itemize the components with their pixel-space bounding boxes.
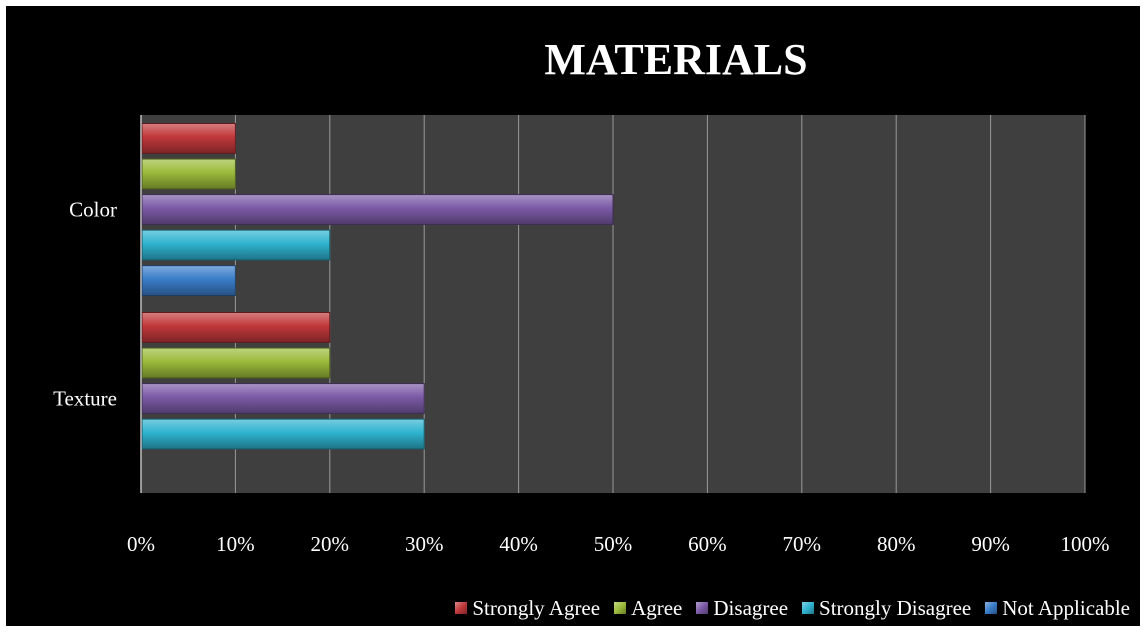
- x-tick-label: 100%: [1061, 532, 1110, 556]
- legend-swatch: [696, 602, 709, 614]
- legend-item: Strongly Agree: [455, 596, 600, 621]
- legend-item: Strongly Disagree: [802, 596, 971, 621]
- bar-strongly-disagree: [141, 229, 331, 261]
- legend-label: Agree: [631, 595, 683, 620]
- category-label: Texture: [53, 387, 117, 411]
- legend-swatch: [985, 602, 998, 614]
- x-tick-label: 90%: [971, 532, 1010, 556]
- x-tick-label: 50%: [594, 532, 633, 556]
- legend-label: Not Applicable: [1002, 595, 1130, 620]
- legend-swatch: [614, 602, 627, 614]
- x-tick-label: 0%: [127, 532, 155, 556]
- bar-strongly-agree: [141, 123, 236, 154]
- bar-not-applicable: [141, 265, 236, 296]
- legend-label: Strongly Disagree: [819, 595, 972, 620]
- legend: Strongly Agree Agree Disagree Strongly Disa…: [455, 588, 1130, 626]
- bar-disagree: [141, 194, 614, 225]
- x-tick-label: 20%: [311, 532, 350, 556]
- legend-label: Strongly Agree: [472, 595, 601, 620]
- x-tick-label: 10%: [216, 532, 255, 556]
- x-tick-labels: 0% 10% 20% 30% 40% 50% 60% 70% 80% 90% 100%: [127, 532, 1110, 556]
- bar-agree: [141, 158, 236, 190]
- legend-swatch: [455, 602, 468, 614]
- bar-disagree: [141, 383, 425, 414]
- category-labels: Texture Color: [53, 198, 117, 411]
- x-tick-label: 30%: [405, 532, 444, 556]
- bar-strongly-disagree: [141, 418, 425, 450]
- legend-label: Disagree: [713, 595, 789, 620]
- chart-svg: 0% 10% 20% 30% 40% 50% 60% 70% 80% 90% 100% Textur…: [53, 115, 1110, 556]
- x-tick-label: 40%: [499, 532, 538, 556]
- legend-item: Agree: [614, 596, 682, 621]
- x-tick-label: 80%: [877, 532, 916, 556]
- grid-lines: [234, 115, 1086, 493]
- legend-item: Disagree: [696, 596, 788, 621]
- bar-agree: [141, 347, 331, 379]
- chart-frame: MATERIALS 0% 10% 20% 30% 40% 50% 60% 70% 80% 90% 1…: [6, 6, 1140, 626]
- x-tick-label: 60%: [688, 532, 727, 556]
- bars: [141, 123, 614, 450]
- legend-swatch: [802, 602, 815, 614]
- bar-strongly-agree: [141, 312, 331, 343]
- legend-item: Not Applicable: [985, 596, 1130, 621]
- category-label: Color: [69, 198, 117, 222]
- x-tick-label: 70%: [783, 532, 822, 556]
- chart-title: MATERIALS: [544, 35, 808, 84]
